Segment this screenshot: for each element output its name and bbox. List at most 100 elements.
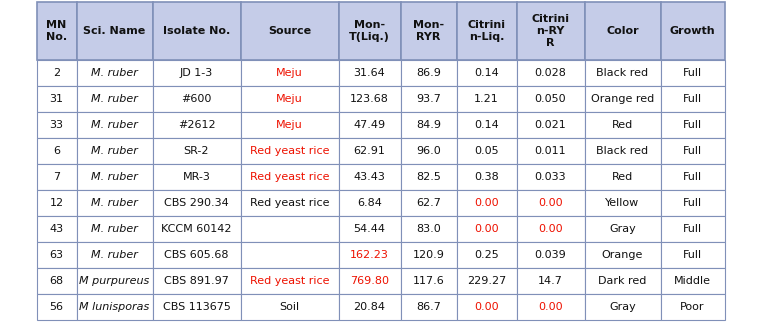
Bar [400,294,457,320]
Text: 84.9: 84.9 [416,120,441,130]
Bar [339,138,400,164]
Text: Mon-
RYR: Mon- RYR [413,20,444,42]
Text: MR-3: MR-3 [183,172,211,182]
Bar [77,268,152,294]
Bar [517,138,584,164]
Text: 6.84: 6.84 [357,198,382,208]
Bar [517,112,584,138]
Text: 0.00: 0.00 [474,224,498,234]
Text: Black red: Black red [597,146,648,156]
Bar [661,216,724,242]
Bar [457,112,517,138]
Text: 7: 7 [53,172,60,182]
Text: KCCM 60142: KCCM 60142 [161,224,232,234]
Text: Sci. Name: Sci. Name [84,26,145,36]
Bar [152,138,240,164]
Bar [339,112,400,138]
Bar [339,268,400,294]
Text: 47.49: 47.49 [353,120,386,130]
Text: 0.00: 0.00 [538,224,563,234]
Text: Soil: Soil [279,302,300,312]
Bar [339,294,400,320]
Bar [400,242,457,268]
Text: Full: Full [683,146,702,156]
Bar [152,242,240,268]
Bar [152,190,240,216]
Bar [240,86,339,112]
Bar [77,294,152,320]
Text: Full: Full [683,120,702,130]
Bar [517,216,584,242]
Text: Source: Source [268,26,311,36]
Bar [77,86,152,112]
Bar [77,190,152,216]
Bar [457,190,517,216]
Text: M. ruber: M. ruber [91,68,138,78]
Bar [661,112,724,138]
Bar [37,112,77,138]
Text: M. ruber: M. ruber [91,172,138,182]
Bar [37,216,77,242]
Bar [77,60,152,86]
Bar [240,268,339,294]
Bar [152,294,240,320]
Bar [661,294,724,320]
Bar [37,138,77,164]
Text: 0.00: 0.00 [538,198,563,208]
Bar [400,268,457,294]
Bar [584,2,661,60]
Bar [77,164,152,190]
Bar [152,268,240,294]
Bar [37,268,77,294]
Text: Citrini
n-RY
R: Citrini n-RY R [531,14,569,48]
Bar [661,60,724,86]
Bar [339,86,400,112]
Bar [457,164,517,190]
Text: 123.68: 123.68 [350,94,389,104]
Text: Mon-
T(Liq.): Mon- T(Liq.) [349,20,390,42]
Bar [37,164,77,190]
Text: 63: 63 [49,250,63,260]
Text: 62.91: 62.91 [354,146,385,156]
Text: 0.25: 0.25 [474,250,499,260]
Text: MN
No.: MN No. [46,20,67,42]
Text: Black red: Black red [597,68,648,78]
Bar [517,294,584,320]
Bar [240,216,339,242]
Text: Meju: Meju [276,94,303,104]
Text: Meju: Meju [276,120,303,130]
Text: 0.021: 0.021 [535,120,566,130]
Bar [240,164,339,190]
Text: Meju: Meju [276,68,303,78]
Bar [661,268,724,294]
Text: 0.011: 0.011 [535,146,566,156]
Text: M. ruber: M. ruber [91,250,138,260]
Bar [400,138,457,164]
Bar [517,60,584,86]
Text: Red yeast rice: Red yeast rice [250,198,330,208]
Text: 43: 43 [49,224,64,234]
Bar [457,86,517,112]
Bar [457,242,517,268]
Bar [584,294,661,320]
Text: 96.0: 96.0 [416,146,441,156]
Text: 1.21: 1.21 [474,94,499,104]
Text: 83.0: 83.0 [416,224,441,234]
Text: 0.00: 0.00 [474,198,498,208]
Text: M. ruber: M. ruber [91,198,138,208]
Bar [584,190,661,216]
Text: 2: 2 [53,68,60,78]
Bar [661,242,724,268]
Bar [77,2,152,60]
Bar [661,86,724,112]
Bar [584,86,661,112]
Bar [400,112,457,138]
Bar [517,268,584,294]
Bar [661,190,724,216]
Bar [457,216,517,242]
Bar [339,2,400,60]
Text: Yellow: Yellow [605,198,640,208]
Text: 120.9: 120.9 [412,250,444,260]
Bar [339,164,400,190]
Text: 0.00: 0.00 [538,302,563,312]
